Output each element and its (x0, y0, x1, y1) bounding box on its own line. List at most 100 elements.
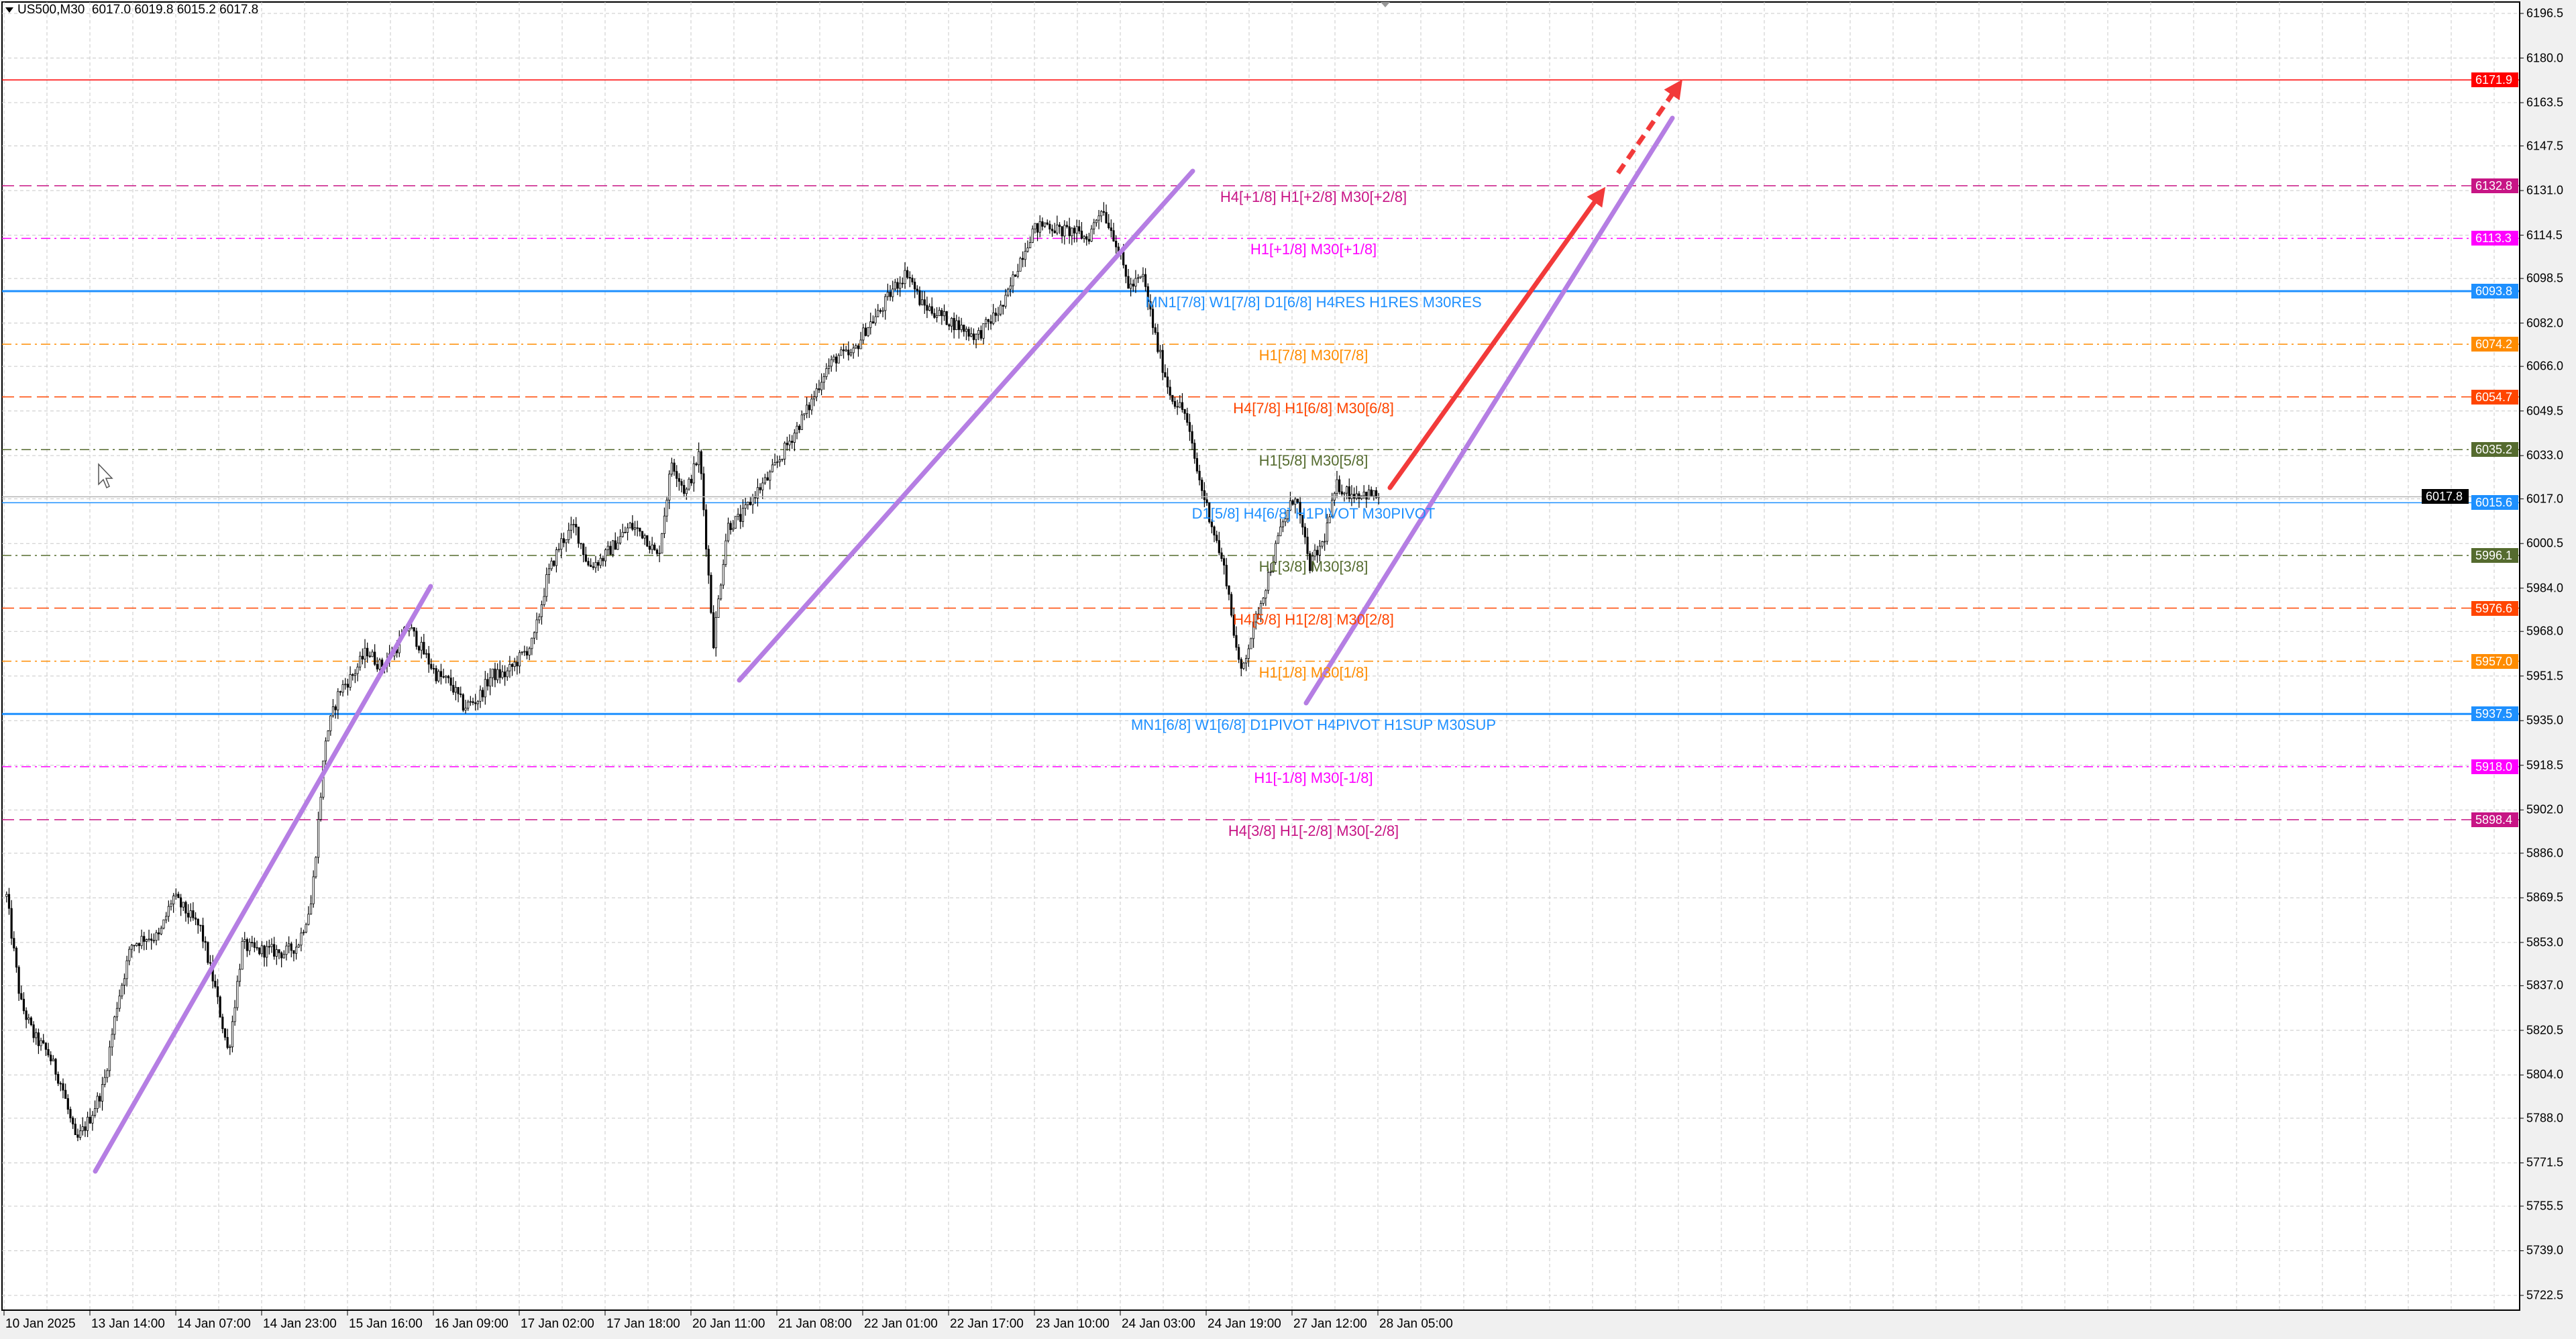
candle (781, 458, 784, 460)
price-tick-label: 5771.5 (2526, 1155, 2564, 1169)
candle (997, 313, 1000, 316)
candle (568, 529, 570, 540)
candle (1201, 480, 1203, 491)
candle (916, 288, 918, 291)
candle (1071, 227, 1073, 236)
candle (1102, 211, 1105, 213)
candle (1063, 225, 1066, 237)
time-tick-label: 14 Jan 07:00 (177, 1317, 251, 1331)
candle (820, 382, 823, 390)
candle (305, 924, 307, 933)
candle (442, 676, 445, 678)
candle (1265, 590, 1267, 598)
candle (1311, 555, 1313, 571)
candle (950, 318, 953, 327)
candle (921, 299, 924, 305)
candle (115, 1008, 119, 1018)
forecast-arrow (1387, 186, 1606, 490)
candle (241, 941, 244, 970)
candle (602, 557, 604, 561)
candle (960, 325, 963, 330)
price-tick-label: 6000.5 (2526, 536, 2564, 550)
candle (1289, 500, 1292, 511)
candle (439, 671, 443, 677)
candle (810, 398, 813, 411)
time-tick-label: 24 Jan 19:00 (1208, 1317, 1281, 1331)
candle (597, 561, 600, 566)
candle (1373, 490, 1375, 496)
candle (741, 508, 745, 522)
candle (833, 356, 835, 360)
candle (1230, 594, 1233, 616)
candle (501, 672, 504, 678)
candle (577, 527, 580, 544)
candle (484, 679, 486, 698)
candle (639, 527, 641, 532)
level-label: H4[+1/8] H1[+2/8] M30[+2/8] (1220, 188, 1407, 205)
candle (101, 1084, 104, 1102)
candle (1232, 614, 1235, 636)
candle (32, 1024, 35, 1038)
candle (111, 1034, 113, 1048)
candle (214, 981, 217, 987)
candle (604, 549, 607, 561)
candle (840, 349, 843, 356)
candle (278, 949, 280, 953)
candle (1343, 492, 1346, 494)
candle (543, 596, 545, 605)
candle (288, 943, 290, 947)
candle (1154, 327, 1157, 333)
symbol: US500,M30 (17, 3, 85, 17)
candle (140, 936, 143, 947)
candle (975, 333, 977, 340)
candle (40, 1040, 42, 1047)
candle (516, 661, 519, 667)
candle (663, 515, 666, 534)
candle (857, 345, 860, 350)
level-price-label: 5996.1 (2471, 547, 2518, 563)
dropdown-triangle-icon[interactable] (5, 7, 13, 13)
candle (47, 1049, 50, 1056)
chart-shift-marker-icon (1381, 2, 1390, 7)
candle (290, 943, 292, 951)
price-tick-label: 5886.0 (2526, 846, 2564, 860)
candle (285, 945, 288, 955)
candle (722, 564, 724, 586)
level-label: H1[5/8] M30[5/8] (1258, 452, 1368, 470)
price-tick-label: 5853.0 (2526, 935, 2564, 949)
candle (766, 477, 769, 481)
candle (78, 1130, 82, 1138)
candle (219, 996, 221, 1018)
candle (904, 270, 906, 284)
candle (165, 916, 168, 920)
candle (324, 741, 327, 761)
candle (417, 646, 421, 651)
candle (170, 904, 172, 907)
candle (1166, 376, 1169, 388)
candle (494, 668, 496, 680)
candle (1336, 479, 1338, 494)
candle (935, 315, 938, 318)
candle (93, 1108, 97, 1116)
candle (315, 857, 317, 877)
open-price: 6017.0 (91, 3, 131, 17)
candle (1073, 227, 1076, 233)
time-tick-label: 23 Jan 10:00 (1036, 1317, 1110, 1331)
candle (923, 299, 926, 306)
candle (963, 325, 965, 332)
level-price-label: 5898.4 (2471, 812, 2518, 827)
candle (535, 619, 538, 633)
candle (724, 540, 727, 565)
candle (528, 648, 531, 656)
candle (1134, 278, 1137, 287)
level-label: H4[7/8] H1[6/8] M30[6/8] (1233, 399, 1394, 417)
candle (1328, 517, 1331, 523)
candle (818, 388, 820, 390)
candle (1016, 270, 1019, 277)
candle (1164, 372, 1167, 378)
candle (15, 947, 18, 968)
candle (970, 333, 973, 337)
candle (482, 690, 484, 698)
candle (1051, 229, 1054, 231)
